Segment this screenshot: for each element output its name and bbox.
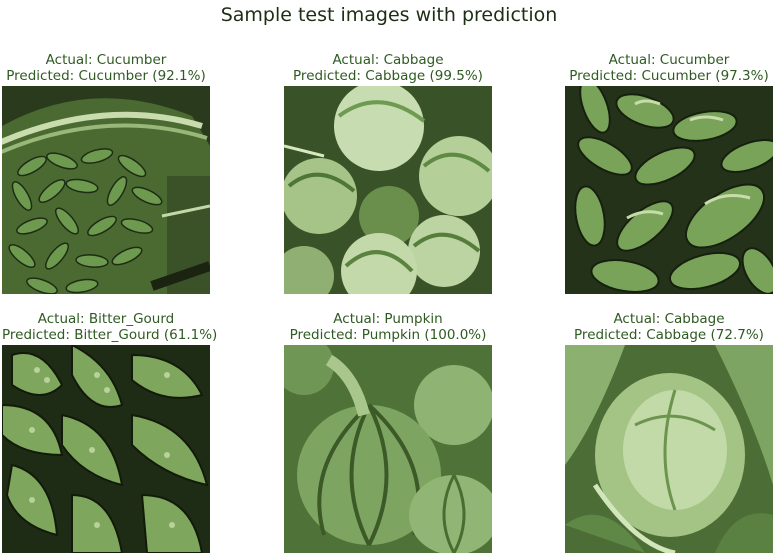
actual-label: Actual: Bitter_Gourd bbox=[37, 311, 175, 327]
predicted-label: Predicted: Cucumber (92.1%) bbox=[6, 68, 206, 84]
predicted-label: Predicted: Pumpkin (100.0%) bbox=[289, 327, 487, 343]
panel-caption: Actual: Cucumber Predicted: Cucumber (92… bbox=[2, 52, 210, 84]
sample-panel-2: Actual: Cabbage Predicted: Cabbage (99.5… bbox=[284, 52, 492, 294]
panel-caption: Actual: Cucumber Predicted: Cucumber (97… bbox=[565, 52, 773, 84]
sample-image-cucumbers-basket bbox=[2, 86, 210, 294]
sample-image-cabbages bbox=[284, 86, 492, 294]
sample-image-pumpkins bbox=[284, 345, 492, 553]
actual-label: Actual: Pumpkin bbox=[333, 311, 443, 327]
sample-panel-4: Actual: Bitter_Gourd Predicted: Bitter_G… bbox=[2, 311, 218, 553]
sample-panel-6: Actual: Cabbage Predicted: Cabbage (72.7… bbox=[565, 311, 773, 553]
predicted-label: Predicted: Cucumber (97.3%) bbox=[569, 68, 769, 84]
sample-image-bitter-gourds bbox=[2, 345, 210, 553]
actual-label: Actual: Cucumber bbox=[608, 52, 730, 68]
sample-image-cucumbers-pile bbox=[565, 86, 773, 294]
sample-panel-3: Actual: Cucumber Predicted: Cucumber (97… bbox=[565, 52, 773, 294]
sample-panel-5: Actual: Pumpkin Predicted: Pumpkin (100.… bbox=[284, 311, 492, 553]
predicted-label: Predicted: Bitter_Gourd (61.1%) bbox=[2, 327, 218, 343]
predicted-label: Predicted: Cabbage (99.5%) bbox=[293, 68, 483, 84]
actual-label: Actual: Cabbage bbox=[332, 52, 444, 68]
panel-caption: Actual: Cabbage Predicted: Cabbage (72.7… bbox=[565, 311, 773, 343]
panel-caption: Actual: Bitter_Gourd Predicted: Bitter_G… bbox=[2, 311, 218, 343]
panel-caption: Actual: Pumpkin Predicted: Pumpkin (100.… bbox=[284, 311, 492, 343]
actual-label: Actual: Cabbage bbox=[613, 311, 725, 327]
figure-title: Sample test images with prediction bbox=[220, 4, 558, 26]
sample-image-cabbage-closeup bbox=[565, 345, 773, 553]
actual-label: Actual: Cucumber bbox=[45, 52, 167, 68]
sample-panel-1: Actual: Cucumber Predicted: Cucumber (92… bbox=[2, 52, 210, 294]
predicted-label: Predicted: Cabbage (72.7%) bbox=[574, 327, 764, 343]
panel-caption: Actual: Cabbage Predicted: Cabbage (99.5… bbox=[284, 52, 492, 84]
